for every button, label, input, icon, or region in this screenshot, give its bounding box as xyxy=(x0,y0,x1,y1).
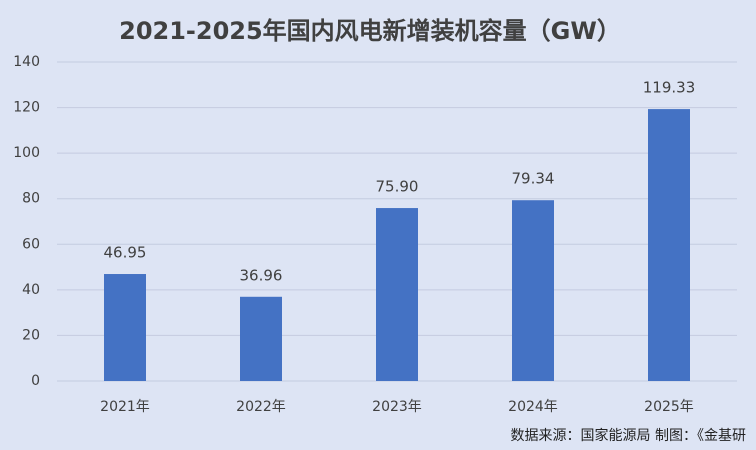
y-tick-label: 100 xyxy=(13,145,40,161)
value-label: 75.90 xyxy=(376,178,419,196)
chart-title: 2021-2025年国内风电新增装机容量（GW） xyxy=(119,17,621,45)
value-label: 36.96 xyxy=(240,266,283,284)
y-tick-label: 60 xyxy=(22,236,40,252)
y-tick-label: 0 xyxy=(31,373,40,389)
x-tick-label: 2022年 xyxy=(236,399,286,415)
bar xyxy=(104,274,146,381)
source-note: 数据来源：国家能源局 制图：《金基研 xyxy=(511,427,746,444)
value-label: 46.95 xyxy=(104,244,147,262)
y-tick-label: 140 xyxy=(13,54,40,70)
y-tick-label: 120 xyxy=(13,100,40,116)
bar xyxy=(512,200,554,381)
x-tick-label: 2021年 xyxy=(100,399,150,415)
value-label: 119.33 xyxy=(643,79,696,97)
bar xyxy=(376,208,418,381)
y-tick-label: 40 xyxy=(22,282,40,298)
x-tick-label: 2025年 xyxy=(644,399,694,415)
bar xyxy=(240,296,282,381)
y-tick-label: 80 xyxy=(22,191,40,207)
x-tick-label: 2024年 xyxy=(508,399,558,415)
x-tick-label: 2023年 xyxy=(372,399,422,415)
y-tick-label: 20 xyxy=(22,327,40,343)
value-label: 79.34 xyxy=(512,170,555,188)
bar xyxy=(648,109,690,381)
